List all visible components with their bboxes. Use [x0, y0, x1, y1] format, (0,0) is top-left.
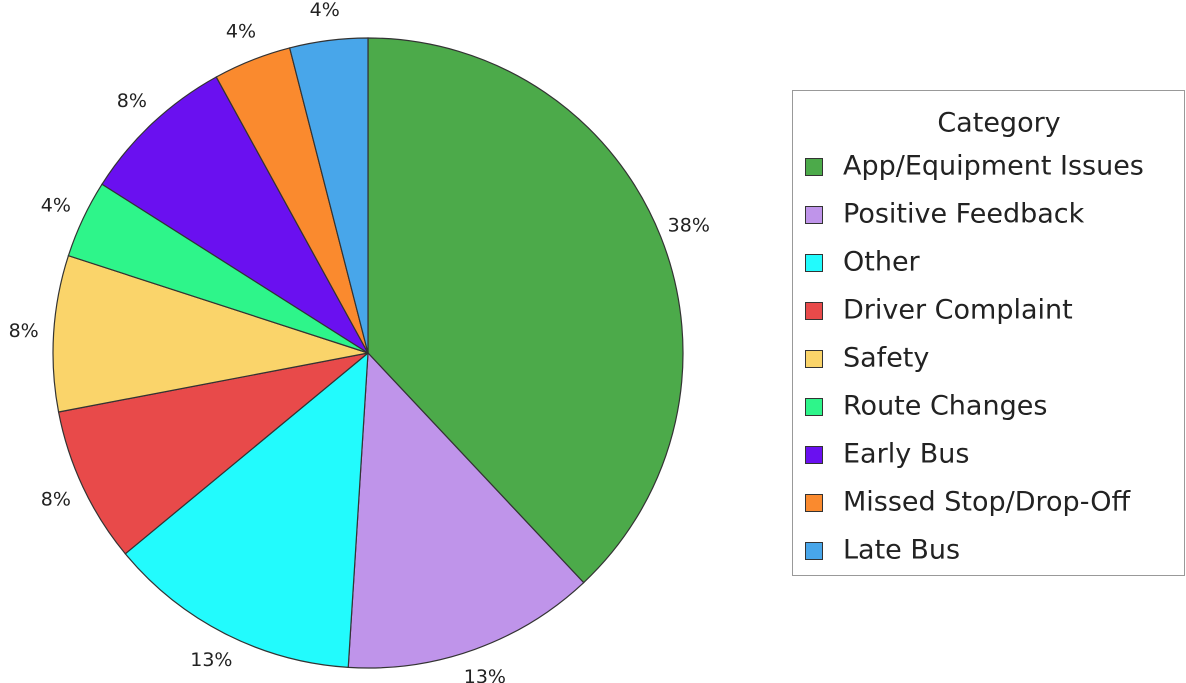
data-label: 4% [41, 195, 71, 217]
legend-swatch [805, 542, 823, 560]
legend-box [792, 90, 1185, 576]
data-label: 8% [117, 90, 147, 112]
legend-title: Category [937, 108, 1060, 139]
pie-slice [347, 351, 585, 669]
data-label: 13% [464, 666, 506, 683]
legend-label: Missed Stop/Drop-Off [843, 487, 1131, 518]
legend-swatch [805, 206, 823, 224]
pie-slice [52, 254, 369, 413]
data-label: 8% [9, 320, 39, 342]
data-label: 4% [226, 21, 256, 43]
pie-slice [57, 352, 369, 555]
legend-label: Positive Feedback [843, 199, 1085, 230]
legend-label: Driver Complaint [843, 295, 1073, 326]
legend-label: Early Bus [843, 439, 969, 470]
data-label: 38% [668, 214, 710, 236]
legend-swatch [805, 446, 823, 464]
legend-label: Other [843, 247, 921, 278]
data-label: 4% [310, 0, 340, 21]
legend-label: Late Bus [843, 535, 960, 566]
pie-slice [124, 351, 369, 669]
legend-label: Safety [843, 343, 929, 374]
pie-slice [101, 76, 369, 354]
legend-swatch [805, 398, 823, 416]
legend-label: App/Equipment Issues [843, 151, 1144, 182]
legend-swatch [805, 254, 823, 272]
legend-swatch [805, 302, 823, 320]
legend-swatch [805, 350, 823, 368]
legend-swatch [805, 158, 823, 176]
pie-slice [288, 37, 369, 354]
data-label: 13% [190, 649, 232, 671]
legend-label: Route Changes [843, 391, 1047, 422]
legend-swatch [805, 494, 823, 512]
pie-slice [367, 37, 684, 584]
data-label: 8% [41, 488, 71, 510]
